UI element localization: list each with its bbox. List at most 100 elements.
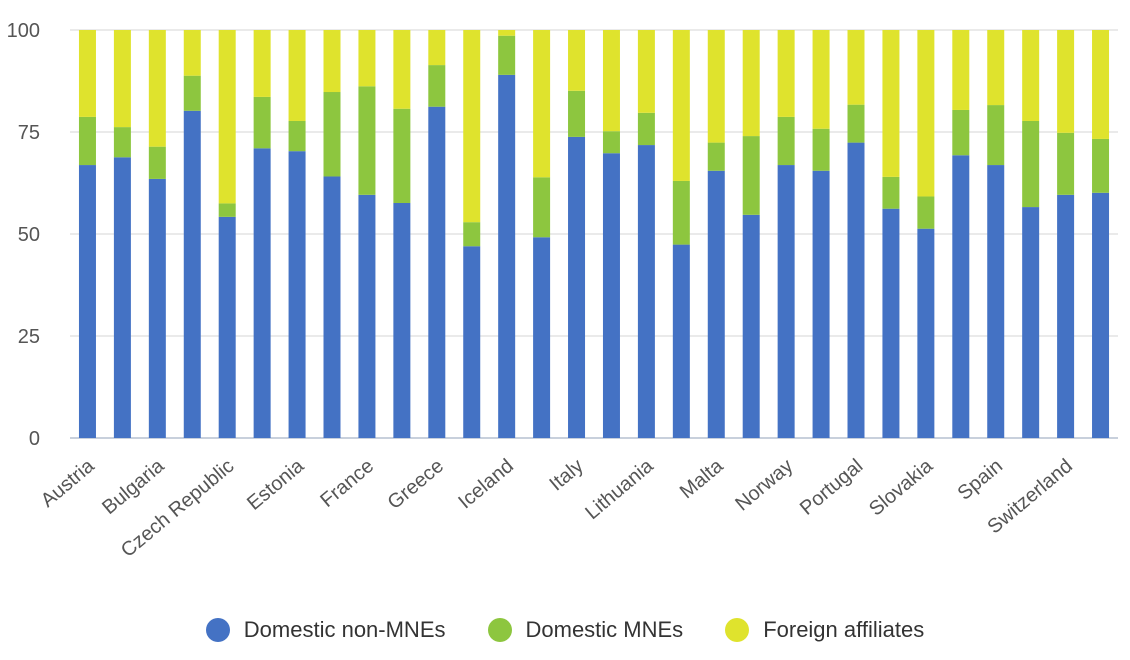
bar-segment-foreign-affiliates-estonia — [288, 30, 306, 121]
bar-segment-domestic-mnes-luxembourg — [672, 180, 690, 245]
bar-segment-domestic-mnes-germany — [393, 108, 411, 203]
bar-segment-domestic-mnes-greece — [428, 65, 446, 107]
bar-segment-foreign-affiliates-finland — [323, 30, 341, 93]
x-tick-label: Lithuania — [581, 454, 658, 524]
bar-segment-domestic-non-mnes-malta — [707, 170, 725, 438]
bar-segment-foreign-affiliates-austria — [78, 30, 96, 117]
bar-segment-domestic-mnes-romania — [882, 176, 900, 209]
bar-segment-domestic-mnes-italy — [568, 90, 586, 137]
bar-segment-domestic-non-mnes-sweden — [1022, 207, 1040, 438]
bar-segment-foreign-affiliates-lithuania — [637, 30, 655, 113]
bar-segment-foreign-affiliates-luxembourg — [672, 30, 690, 181]
bar-segment-domestic-mnes-slovenia — [952, 109, 970, 156]
bar-segment-domestic-non-mnes-slovenia — [952, 155, 970, 439]
bar-segment-domestic-mnes-czech-republic — [218, 203, 236, 217]
bar-segment-domestic-non-mnes-greece — [428, 106, 446, 438]
bar-segment-domestic-non-mnes-portugal — [847, 142, 865, 438]
bar-segment-domestic-non-mnes-italy — [568, 136, 586, 438]
gridlines — [70, 29, 1118, 439]
bar-segment-domestic-mnes-france — [358, 86, 376, 195]
x-tick-label: Slovakia — [865, 454, 938, 520]
x-tick-label: Iceland — [454, 455, 518, 513]
bar-segment-domestic-non-mnes-united-kingdom — [1092, 192, 1110, 438]
bar-segment-domestic-mnes-norway — [777, 116, 795, 166]
bar-segment-domestic-non-mnes-slovakia — [917, 228, 935, 438]
bar-segment-domestic-mnes-belgium — [113, 127, 131, 158]
bar-segment-foreign-affiliates-croatia — [183, 30, 201, 76]
bar-segment-domestic-non-mnes-hungary — [463, 246, 481, 438]
legend-item-domestic-mnes[interactable]: Domestic MNEs — [487, 617, 684, 643]
x-tick-label: Greece — [384, 455, 448, 514]
y-tick-label: 25 — [18, 326, 40, 348]
bar-segment-foreign-affiliates-ireland — [533, 30, 551, 178]
bar-segment-domestic-non-mnes-ireland — [533, 237, 551, 438]
legend-swatch-foreign-affiliates — [725, 618, 750, 642]
bars — [78, 30, 1110, 439]
legend-swatch-domestic-non-mnes — [205, 618, 230, 642]
bar-segment-foreign-affiliates-germany — [393, 30, 411, 109]
bar-segment-domestic-mnes-bulgaria — [148, 146, 166, 179]
bar-segment-domestic-mnes-denmark — [253, 96, 271, 149]
bar-segment-domestic-mnes-lithuania — [637, 112, 655, 146]
bar-segment-domestic-non-mnes-czech-republic — [218, 216, 236, 438]
legend-item-foreign-affiliates[interactable]: Foreign affiliates — [725, 617, 924, 643]
bar-segment-domestic-mnes-hungary — [463, 222, 481, 247]
bar-segment-domestic-non-mnes-latvia — [602, 153, 620, 438]
y-tick-label: 0 — [29, 428, 40, 450]
bar-segment-foreign-affiliates-norway — [777, 30, 795, 117]
bar-segment-domestic-non-mnes-denmark — [253, 148, 271, 438]
bar-segment-domestic-non-mnes-iceland — [498, 74, 516, 438]
bar-segment-domestic-non-mnes-norway — [777, 165, 795, 438]
bar-segment-domestic-non-mnes-croatia — [183, 110, 201, 438]
bar-segment-foreign-affiliates-united-kingdom — [1092, 30, 1110, 139]
bar-segment-domestic-mnes-croatia — [183, 75, 201, 111]
legend-label: Domestic MNEs — [525, 617, 684, 642]
bar-segment-foreign-affiliates-spain — [987, 30, 1005, 106]
bar-segment-domestic-non-mnes-spain — [987, 165, 1005, 438]
x-tick-label: Spain — [954, 455, 1007, 505]
x-tick-label: Malta — [676, 454, 728, 503]
bar-segment-domestic-non-mnes-estonia — [288, 151, 306, 438]
legend: Domestic non-MNEs Domestic MNEs Foreign … — [0, 612, 1130, 648]
bar-segment-domestic-mnes-estonia — [288, 120, 306, 152]
bar-segment-domestic-non-mnes-finland — [323, 176, 341, 439]
bar-segment-domestic-non-mnes-romania — [882, 208, 900, 438]
bar-segment-foreign-affiliates-romania — [882, 30, 900, 177]
bar-segment-domestic-non-mnes-lithuania — [637, 145, 655, 438]
bar-segment-foreign-affiliates-greece — [428, 30, 446, 66]
legend-swatch-domestic-mnes — [487, 618, 512, 642]
bar-segment-foreign-affiliates-czech-republic — [218, 30, 236, 204]
bar-segment-foreign-affiliates-switzerland — [1057, 30, 1075, 133]
bar-segment-foreign-affiliates-netherlands — [742, 30, 760, 137]
bar-segment-foreign-affiliates-slovenia — [952, 30, 970, 110]
bar-segment-domestic-non-mnes-poland — [812, 170, 830, 438]
y-tick-label: 75 — [18, 122, 40, 144]
legend-label: Domestic non-MNEs — [243, 617, 446, 642]
bar-segment-foreign-affiliates-poland — [812, 30, 830, 129]
y-tick-label: 50 — [18, 224, 40, 246]
y-axis: 0 25 50 75 100 — [7, 20, 40, 450]
legend-item-domestic-non-mnes[interactable]: Domestic non-MNEs — [205, 617, 446, 643]
bar-segment-domestic-mnes-slovakia — [917, 196, 935, 229]
x-tick-label: Norway — [731, 455, 797, 515]
x-tick-label: France — [316, 455, 378, 512]
bar-segment-domestic-mnes-finland — [323, 92, 341, 177]
bar-segment-foreign-affiliates-iceland — [498, 30, 516, 36]
bar-segment-domestic-mnes-spain — [987, 105, 1005, 166]
bar-segment-foreign-affiliates-france — [358, 30, 376, 87]
y-tick-label: 100 — [7, 20, 40, 42]
bar-segment-foreign-affiliates-belgium — [113, 30, 131, 128]
bar-segment-domestic-non-mnes-switzerland — [1057, 194, 1075, 438]
bar-segment-domestic-non-mnes-bulgaria — [148, 178, 166, 439]
bar-segment-domestic-mnes-ireland — [533, 177, 551, 238]
bar-segment-foreign-affiliates-malta — [707, 30, 725, 143]
x-tick-label: Estonia — [243, 454, 309, 514]
bar-segment-domestic-non-mnes-germany — [393, 202, 411, 438]
bar-segment-domestic-mnes-switzerland — [1057, 132, 1075, 195]
x-tick-label: Italy — [546, 455, 588, 495]
bar-segment-domestic-mnes-sweden — [1022, 120, 1040, 208]
bar-segment-domestic-mnes-iceland — [498, 35, 516, 75]
bar-segment-domestic-non-mnes-belgium — [113, 157, 131, 438]
bar-segment-foreign-affiliates-sweden — [1022, 30, 1040, 121]
